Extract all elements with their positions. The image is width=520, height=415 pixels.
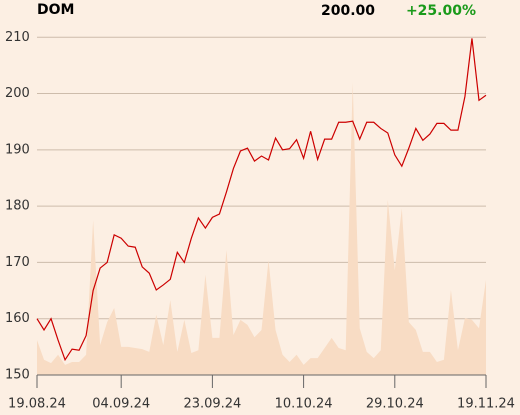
- price-line: [36, 38, 487, 362]
- y-tick-label: 150: [5, 368, 30, 383]
- y-tick-label: 210: [5, 30, 30, 45]
- x-tick-label: 19.08.24: [8, 397, 66, 412]
- x-tick-label: 23.09.24: [183, 397, 241, 412]
- x-tick-label: 10.10.24: [275, 397, 333, 412]
- change: +25.00%: [406, 3, 476, 19]
- y-tick-label: 200: [5, 86, 30, 101]
- y-tick-label: 180: [5, 199, 30, 214]
- x-tick-label: 19.11.24: [457, 397, 515, 412]
- y-tick-label: 160: [5, 311, 30, 326]
- y-tick-label: 170: [5, 255, 30, 270]
- x-tick-label: 29.10.24: [366, 397, 424, 412]
- price: 200.00: [321, 3, 375, 19]
- symbol: DOM: [37, 2, 74, 18]
- x-tick-label: 04.09.24: [92, 397, 150, 412]
- y-tick-label: 190: [5, 142, 30, 157]
